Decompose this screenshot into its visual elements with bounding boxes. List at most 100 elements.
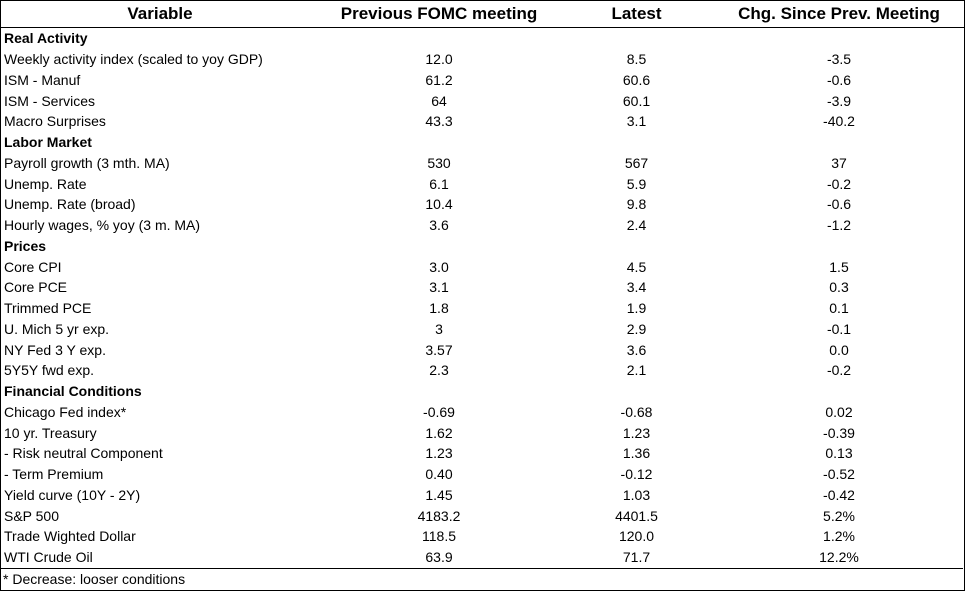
previous-value: 1.8 (429, 300, 449, 317)
section-row: Labor Market (1, 132, 964, 153)
table-row: Trade Wighted Dollar 118.5 120.0 1.2% (1, 526, 964, 547)
latest-value: 2.4 (626, 217, 647, 234)
change-value: -0.42 (823, 486, 855, 503)
latest-value: 9.8 (626, 196, 647, 213)
section-label: Labor Market (4, 134, 92, 151)
previous-value: 3 (435, 320, 443, 337)
row-label: ISM - Services (4, 92, 96, 109)
latest-value: 71.7 (622, 549, 651, 566)
table-row: ISM - Manuf 61.2 60.6 -0.6 (1, 70, 964, 91)
indicator-table: Variable Previous FOMC meeting Latest Ch… (1, 1, 964, 568)
previous-value: 64 (431, 92, 447, 109)
row-label: S&P 500 (4, 507, 60, 524)
previous-value: 1.62 (425, 424, 453, 441)
section-row: Real Activity (1, 28, 964, 49)
table-row: Hourly wages, % yoy (3 m. MA) 3.6 2.4 -1.2 (1, 215, 964, 236)
table-row: Unemp. Rate 6.1 5.9 -0.2 (1, 173, 964, 194)
row-label: Payroll growth (3 mth. MA) (4, 154, 170, 171)
change-value: 0.02 (825, 403, 853, 420)
row-label: Trimmed PCE (4, 300, 92, 317)
table-row: WTI Crude Oil 63.9 71.7 12.2% (1, 547, 964, 568)
row-label: 10 yr. Treasury (4, 424, 97, 441)
latest-value: 2.9 (626, 320, 647, 337)
previous-value: 0.40 (425, 466, 453, 483)
change-value: 0.3 (829, 279, 849, 296)
previous-value: 10.4 (425, 196, 453, 213)
change-value: -3.9 (826, 92, 852, 109)
table-row: NY Fed 3 Y exp. 3.57 3.6 0.0 (1, 339, 964, 360)
previous-value: 43.3 (425, 113, 453, 130)
change-value: 0.0 (829, 341, 849, 358)
row-label: Trade Wighted Dollar (4, 528, 136, 545)
previous-value: 12.0 (425, 51, 453, 68)
section-label: Prices (4, 237, 47, 254)
change-value: -1.2 (826, 217, 852, 234)
latest-value: 4401.5 (615, 507, 658, 524)
change-value: -3.5 (826, 51, 852, 68)
latest-value: 567 (624, 154, 649, 171)
previous-value: 3.1 (429, 279, 449, 296)
table-row: Core CPI 3.0 4.5 1.5 (1, 256, 964, 277)
change-value: 1.2% (823, 528, 855, 545)
header-latest: Latest (559, 1, 714, 28)
footnote: * Decrease: looser conditions (0, 568, 963, 589)
previous-value: 530 (427, 154, 451, 171)
previous-value: 2.3 (429, 362, 449, 379)
change-value: 1.5 (829, 258, 849, 275)
row-label: Unemp. Rate (4, 175, 87, 192)
change-value: 0.13 (825, 445, 853, 462)
latest-value: 120.0 (618, 528, 655, 545)
table-row: Trimmed PCE 1.8 1.9 0.1 (1, 298, 964, 319)
table-row: - Term Premium 0.40 -0.12 -0.52 (1, 464, 964, 485)
latest-value: -0.68 (620, 403, 653, 420)
previous-value: 3.0 (429, 258, 449, 275)
row-label: WTI Crude Oil (4, 549, 93, 566)
change-value: -40.2 (823, 113, 855, 130)
table-row: ISM - Services 64 60.1 -3.9 (1, 90, 964, 111)
previous-value: 1.45 (425, 486, 453, 503)
row-label: ISM - Manuf (4, 71, 81, 88)
previous-value: 3.57 (425, 341, 453, 358)
previous-value: -0.69 (423, 403, 455, 420)
row-label: Weekly activity index (scaled to yoy GDP… (4, 51, 263, 68)
latest-value: 3.4 (626, 279, 647, 296)
section-row: Financial Conditions (1, 381, 964, 402)
table-row: 5Y5Y fwd exp. 2.3 2.1 -0.2 (1, 360, 964, 381)
change-value: 5.2% (823, 507, 855, 524)
row-label: Chicago Fed index* (4, 403, 127, 420)
latest-value: 2.1 (626, 362, 647, 379)
table-row: U. Mich 5 yr exp. 3 2.9 -0.1 (1, 319, 964, 340)
header-change: Chg. Since Prev. Meeting (714, 1, 964, 28)
latest-value: 1.23 (622, 424, 651, 441)
latest-value: 8.5 (626, 51, 647, 68)
change-value: -0.52 (823, 466, 855, 483)
header-row: Variable Previous FOMC meeting Latest Ch… (1, 1, 964, 28)
table-row: Chicago Fed index* -0.69 -0.68 0.02 (1, 402, 964, 423)
previous-value: 6.1 (429, 175, 449, 192)
header-previous: Previous FOMC meeting (319, 1, 559, 28)
section-row: Prices (1, 236, 964, 257)
row-label: - Term Premium (4, 466, 104, 483)
change-value: -0.6 (826, 196, 852, 213)
row-label: Core CPI (4, 258, 62, 275)
change-value: 0.1 (829, 300, 849, 317)
table-row: Yield curve (10Y - 2Y) 1.45 1.03 -0.42 (1, 485, 964, 506)
table-row: S&P 500 4183.2 4401.5 5.2% (1, 505, 964, 526)
row-label: Yield curve (10Y - 2Y) (4, 486, 141, 503)
latest-value: 1.03 (622, 486, 651, 503)
latest-value: 60.6 (622, 71, 651, 88)
row-label: U. Mich 5 yr exp. (4, 320, 110, 337)
latest-value: 60.1 (622, 92, 651, 109)
change-value: 12.2% (819, 549, 859, 566)
table-row: - Risk neutral Component 1.23 1.36 0.13 (1, 443, 964, 464)
row-label: Unemp. Rate (broad) (4, 196, 136, 213)
previous-value: 61.2 (425, 71, 453, 88)
latest-value: 5.9 (626, 175, 647, 192)
change-value: -0.2 (826, 362, 852, 379)
previous-value: 4183.2 (417, 507, 461, 524)
table-row: 10 yr. Treasury 1.62 1.23 -0.39 (1, 422, 964, 443)
latest-value: 1.36 (622, 445, 651, 462)
row-label: 5Y5Y fwd exp. (4, 362, 95, 379)
previous-value: 3.6 (429, 217, 449, 234)
